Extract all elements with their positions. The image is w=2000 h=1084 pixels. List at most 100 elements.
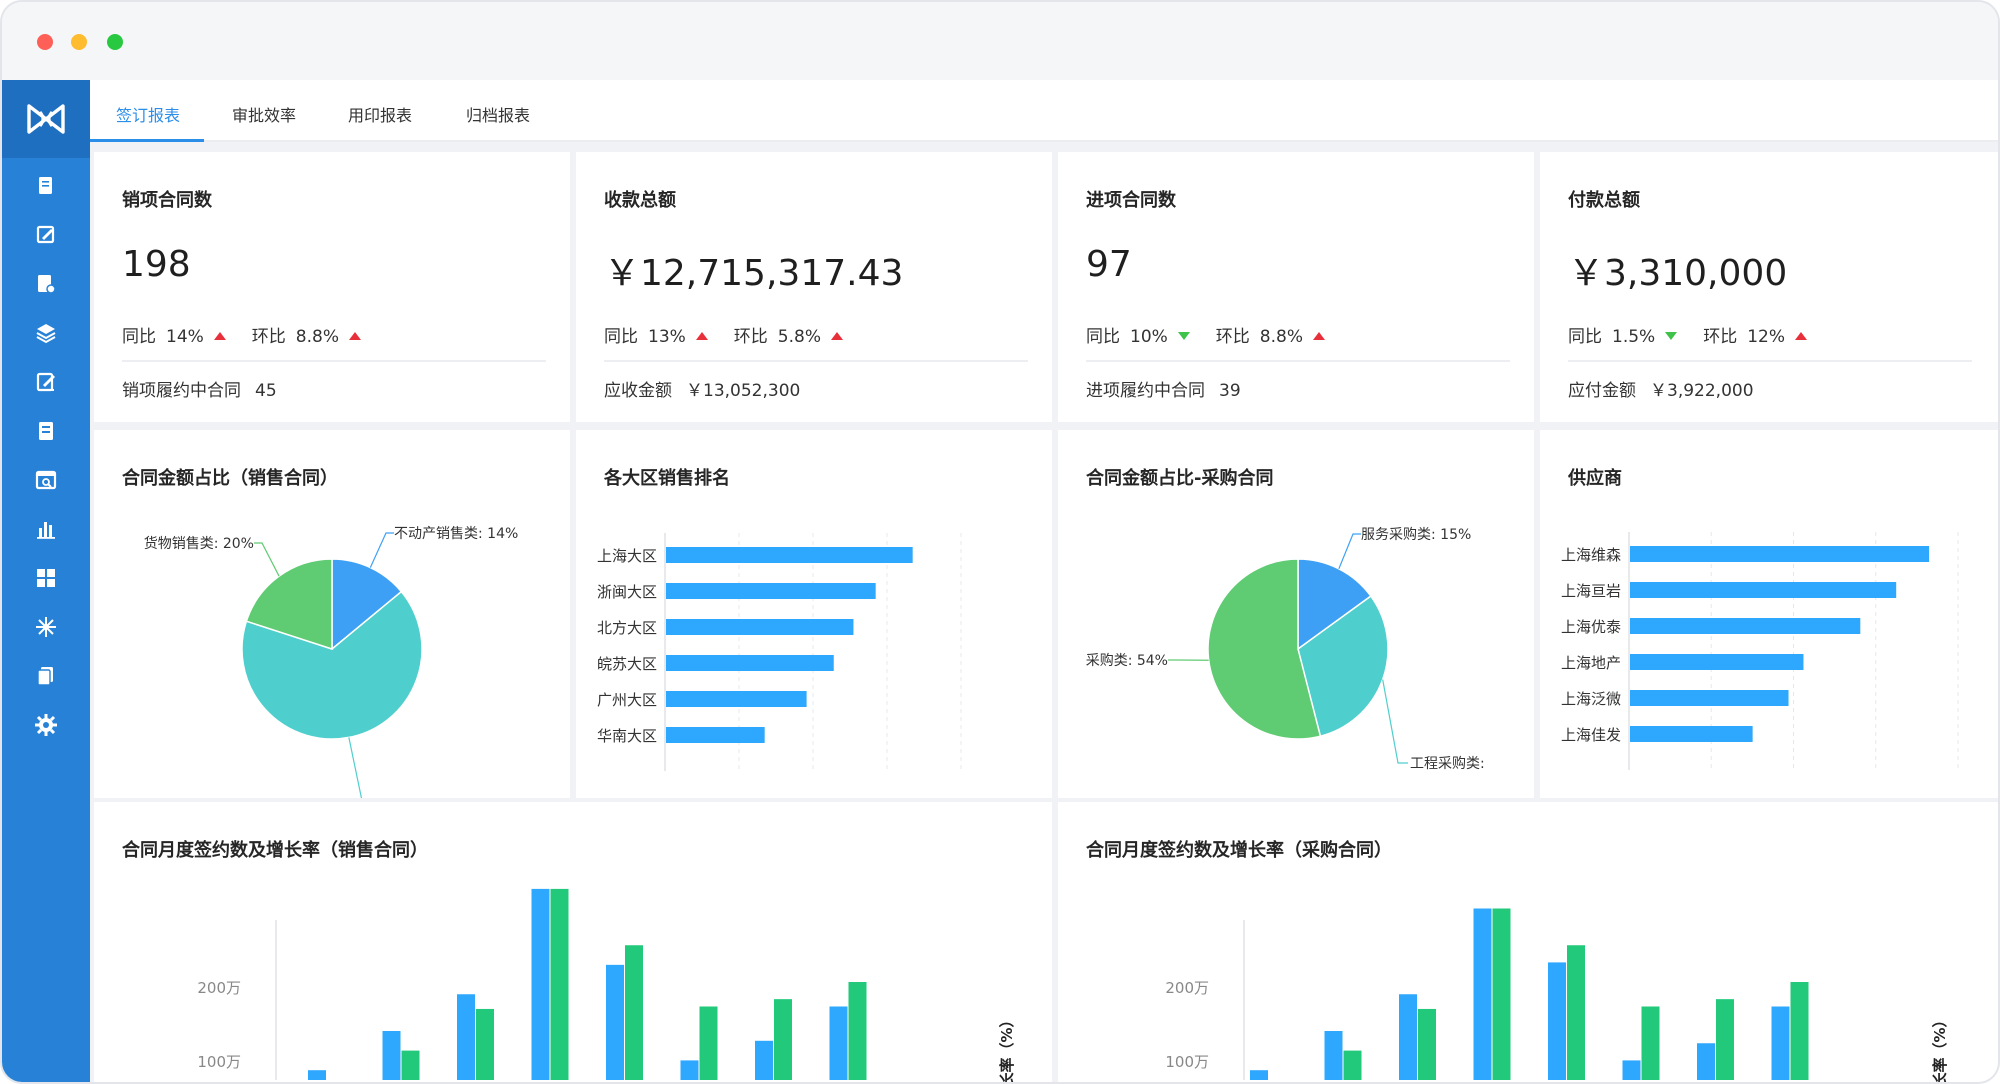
kpi-footer: 应收金额 ￥13,052,300 [604, 376, 800, 401]
maximize-window-button[interactable] [107, 34, 123, 50]
pie-slice[interactable] [1207, 558, 1322, 740]
minimize-window-button[interactable] [71, 34, 87, 50]
card-region-ranking: 各大区销售排名 上海大区 浙闽大区 北方大区 皖苏大区 广州大区 华南大区 [576, 430, 1052, 798]
y-tick-label: 200万 [1165, 979, 1209, 997]
footer-value: 39 [1219, 381, 1241, 401]
bar[interactable] [848, 982, 867, 1080]
active-tab-indicator [90, 139, 204, 142]
close-window-button[interactable] [37, 34, 53, 50]
bar[interactable] [382, 1031, 401, 1080]
bar[interactable] [1567, 945, 1585, 1080]
bar[interactable] [1716, 999, 1734, 1080]
bar[interactable] [531, 888, 550, 1080]
tab-approval-efficiency[interactable]: 审批效率 [232, 106, 297, 125]
arrow-down-icon [1177, 332, 1190, 340]
bar[interactable] [1630, 726, 1753, 742]
yoy-label: 同比 [604, 327, 638, 347]
category-label: 上海维森 [1561, 546, 1621, 564]
bar[interactable] [680, 1060, 699, 1080]
kpi-value: 97 [1086, 244, 1132, 285]
bar[interactable] [1630, 618, 1861, 634]
bar[interactable] [666, 691, 807, 707]
category-label: 上海亘岩 [1561, 582, 1621, 600]
pie-slice[interactable] [331, 558, 403, 651]
bar[interactable] [476, 1008, 494, 1080]
bar[interactable] [1630, 690, 1789, 706]
grid-icon[interactable] [32, 564, 60, 592]
yoy-value: 10% [1130, 327, 1168, 347]
app-logo[interactable] [2, 80, 90, 158]
pie-label: 货物销售类: 20% [144, 535, 254, 552]
mom-label: 环比 [733, 327, 768, 347]
bar[interactable] [666, 655, 834, 671]
tab-archive-report[interactable]: 归档报表 [466, 106, 531, 125]
kpi-value: ￥3,310,000 [1568, 253, 1788, 294]
bar[interactable] [1630, 546, 1930, 562]
bar[interactable] [625, 945, 643, 1080]
tab-seal-report[interactable]: 用印报表 [348, 106, 413, 125]
bar[interactable] [401, 1050, 420, 1080]
yoy-label: 同比 [1568, 327, 1602, 347]
card-monthly-purchase: 合同月度签约数及增长率（采购合同） 100万 200万 长率（%） [1058, 802, 1998, 1082]
document-icon[interactable] [32, 172, 60, 200]
kpi-value: 198 [122, 244, 191, 285]
bar[interactable] [1418, 1008, 1436, 1080]
bar[interactable] [1622, 1060, 1641, 1080]
pie-slice[interactable] [1297, 558, 1372, 651]
category-label: 广州大区 [597, 691, 657, 709]
bar[interactable] [1473, 908, 1492, 1081]
mom-label: 环比 [1215, 327, 1250, 347]
kpi-title: 销项合同数 [122, 190, 212, 211]
main-content: 签订报表 审批效率 用印报表 归档报表 销项合同数 198 同比 14% 环比 8.8… [90, 80, 1998, 1082]
bar[interactable] [1641, 1006, 1660, 1081]
edit-icon[interactable] [32, 221, 60, 249]
search-doc-icon[interactable] [32, 466, 60, 494]
sign-icon[interactable] [32, 368, 60, 396]
chart-title: 合同金额占比（销售合同） [122, 468, 338, 489]
yoy-value: 1.5% [1612, 327, 1656, 347]
file-settings-icon[interactable] [32, 270, 60, 298]
bar[interactable] [1492, 908, 1511, 1081]
bar[interactable] [1548, 962, 1566, 1080]
bar[interactable] [1630, 582, 1897, 598]
bar[interactable] [666, 619, 854, 635]
kpi-footer: 应付金额 ￥3,922,000 [1568, 376, 1754, 401]
bar[interactable] [666, 727, 765, 743]
kpi-compare: 同比 1.5% 环比 12% [1568, 322, 1833, 347]
bar[interactable] [1630, 654, 1804, 670]
copy-icon[interactable] [32, 662, 60, 690]
bar[interactable] [1343, 1050, 1362, 1080]
book-icon[interactable] [32, 417, 60, 445]
bar[interactable] [666, 583, 876, 599]
bar[interactable] [1250, 1070, 1268, 1080]
bar[interactable] [457, 994, 475, 1080]
pie-slice[interactable] [245, 558, 333, 651]
bar[interactable] [308, 1070, 326, 1080]
category-label: 上海大区 [597, 547, 657, 565]
bar[interactable] [666, 547, 913, 563]
tab-signing-report[interactable]: 签订报表 [116, 106, 181, 125]
pie-slice[interactable] [1297, 595, 1389, 738]
footer-value: ￥3,922,000 [1650, 381, 1754, 401]
bar[interactable] [699, 1006, 718, 1081]
bar[interactable] [1771, 1006, 1790, 1081]
bar[interactable] [1697, 1043, 1715, 1080]
bar[interactable] [829, 1006, 848, 1081]
bar[interactable] [755, 1040, 773, 1080]
bar[interactable] [1324, 1031, 1343, 1080]
bar[interactable] [1790, 982, 1809, 1080]
bar[interactable] [1399, 994, 1417, 1080]
mom-value: 12% [1747, 327, 1785, 347]
snowflake-icon[interactable] [32, 613, 60, 641]
gear-icon[interactable] [32, 711, 60, 739]
category-label: 上海佳发 [1561, 726, 1621, 744]
footer-value: ￥13,052,300 [686, 381, 801, 401]
bar-chart-icon[interactable] [32, 515, 60, 543]
bar[interactable] [550, 888, 569, 1080]
bar[interactable] [774, 999, 792, 1080]
chart-title: 合同金额占比-采购合同 [1086, 468, 1274, 489]
layers-icon[interactable] [32, 319, 60, 347]
bar[interactable] [606, 964, 624, 1080]
